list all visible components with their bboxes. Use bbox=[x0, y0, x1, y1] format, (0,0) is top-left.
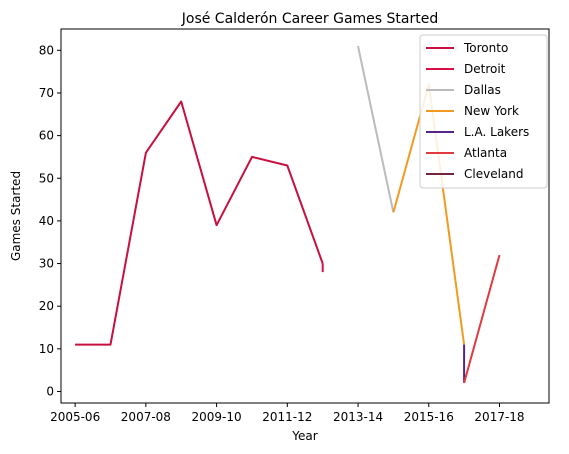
plot-frame bbox=[60, 28, 550, 404]
y-tick-label: 50 bbox=[39, 171, 54, 185]
x-tick-label: 2017-18 bbox=[474, 410, 524, 424]
legend-label: Dallas bbox=[464, 83, 501, 97]
legend-label: L.A. Lakers bbox=[464, 125, 529, 139]
legend-label: New York bbox=[464, 104, 519, 118]
y-tick-label: 40 bbox=[39, 214, 54, 228]
legend-box bbox=[419, 34, 548, 189]
y-tick-label: 60 bbox=[39, 129, 54, 143]
x-tick-label: 2013-14 bbox=[333, 410, 383, 424]
series-line-toronto bbox=[75, 100, 324, 346]
y-tick-label: 20 bbox=[39, 299, 54, 313]
x-tick-label: 2009-10 bbox=[192, 410, 242, 424]
legend-label: Atlanta bbox=[464, 146, 507, 160]
y-axis-label: Games Started bbox=[9, 171, 23, 261]
series-line-atlanta bbox=[463, 254, 501, 384]
y-tick-label: 70 bbox=[39, 86, 54, 100]
chart-title: José Calderón Career Games Started bbox=[181, 11, 439, 27]
x-axis: 2005-06 2007-08 2009-10 2011-12 2013-14 2015-… bbox=[50, 403, 525, 424]
legend-label: Toronto bbox=[463, 41, 508, 55]
y-tick-label: 0 bbox=[46, 384, 54, 398]
legend-label: Detroit bbox=[464, 62, 506, 76]
y-tick-label: 30 bbox=[39, 257, 54, 271]
y-tick-label: 80 bbox=[39, 43, 54, 57]
legend-label: Cleveland bbox=[464, 167, 524, 181]
legend: Toronto Detroit Dallas New York L.A. Lakers A… bbox=[419, 34, 548, 189]
x-tick-label: 2005-06 bbox=[50, 410, 100, 424]
x-tick-label: 2011-12 bbox=[262, 410, 312, 424]
y-axis: 0 10 20 30 40 50 60 70 80 bbox=[39, 43, 61, 398]
x-axis-label: Year bbox=[291, 429, 317, 443]
y-tick-label: 10 bbox=[39, 342, 54, 356]
x-tick-label: 2007-08 bbox=[121, 410, 171, 424]
series-line-dallas bbox=[357, 45, 395, 213]
x-tick-label: 2015-16 bbox=[404, 410, 454, 424]
